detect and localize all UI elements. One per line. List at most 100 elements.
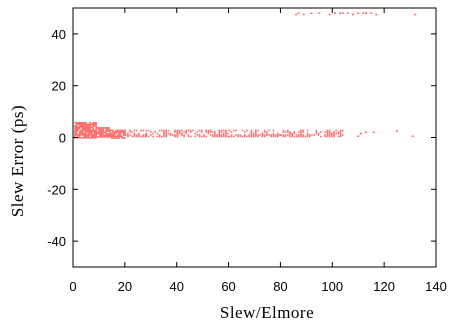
data-point	[133, 134, 136, 136]
data-point	[122, 132, 125, 135]
data-point	[95, 126, 97, 129]
data-point	[163, 132, 165, 135]
data-point	[87, 125, 90, 127]
data-point	[90, 126, 93, 129]
data-point	[74, 131, 76, 133]
data-point	[174, 135, 176, 138]
data-point	[147, 129, 150, 132]
data-point	[144, 134, 147, 136]
data-point	[295, 134, 298, 136]
plot-area-border	[72, 7, 437, 268]
data-point	[84, 126, 87, 129]
data-point	[89, 129, 91, 132]
data-point	[108, 127, 110, 129]
data-point	[106, 133, 109, 135]
data-point	[144, 135, 147, 138]
data-point	[222, 134, 225, 136]
data-point	[218, 135, 221, 138]
data-point	[333, 131, 335, 133]
data-point	[178, 129, 181, 132]
data-point	[293, 131, 296, 133]
data-point	[302, 131, 304, 133]
data-point	[222, 129, 225, 132]
data-point	[324, 135, 326, 138]
data-point	[86, 123, 88, 126]
data-point	[255, 132, 257, 135]
data-point	[324, 131, 326, 133]
data-point	[78, 123, 81, 126]
data-point	[90, 137, 93, 139]
data-point	[116, 137, 119, 139]
data-point	[214, 131, 216, 133]
data-point	[317, 134, 320, 136]
data-point	[328, 129, 331, 132]
data-point	[80, 132, 82, 135]
data-point	[326, 132, 329, 135]
data-point	[118, 132, 120, 135]
data-point	[89, 137, 91, 139]
data-point	[185, 131, 188, 133]
data-point	[263, 134, 266, 136]
data-point	[189, 135, 192, 138]
data-point	[110, 137, 113, 139]
data-point	[92, 134, 94, 136]
y-tick-label: 20	[52, 79, 66, 94]
data-point	[109, 129, 111, 132]
data-point	[118, 131, 120, 133]
data-point	[92, 131, 94, 133]
data-point	[287, 129, 289, 132]
data-point	[165, 134, 167, 136]
data-point	[237, 134, 239, 136]
data-point	[252, 135, 255, 138]
data-point	[352, 13, 354, 16]
data-point	[86, 135, 88, 138]
data-point	[196, 134, 199, 136]
data-point	[105, 133, 107, 135]
data-point	[74, 126, 76, 129]
data-point	[165, 129, 167, 132]
data-point	[97, 131, 100, 134]
data-point	[244, 134, 246, 136]
data-point	[95, 122, 97, 124]
data-point	[103, 134, 106, 137]
data-point	[133, 135, 136, 138]
data-point	[75, 123, 78, 126]
data-point	[225, 129, 227, 132]
data-point	[113, 131, 116, 133]
data-point	[339, 134, 342, 136]
data-point	[300, 131, 302, 133]
data-point	[81, 137, 84, 139]
data-point	[86, 129, 88, 132]
data-point	[297, 12, 300, 14]
data-point	[75, 131, 78, 133]
data-point	[80, 125, 82, 127]
data-point	[237, 135, 239, 138]
data-point	[185, 129, 188, 132]
x-tick-label: 0	[69, 279, 76, 294]
data-point	[289, 135, 291, 138]
data-point	[87, 132, 90, 135]
data-point	[165, 131, 167, 133]
data-point	[244, 135, 246, 138]
data-point	[86, 126, 88, 129]
data-point	[147, 135, 150, 138]
data-point	[214, 132, 216, 135]
data-point	[225, 134, 227, 136]
data-point	[121, 131, 123, 133]
data-point	[414, 13, 417, 16]
data-point	[218, 129, 221, 132]
data-point	[252, 134, 255, 136]
data-point	[207, 132, 210, 135]
data-point	[152, 135, 154, 138]
data-point	[274, 135, 277, 138]
data-point	[161, 135, 163, 138]
data-point	[80, 123, 82, 126]
data-point	[77, 126, 79, 129]
data-point	[81, 125, 84, 127]
data-point	[74, 125, 76, 127]
data-point	[83, 134, 85, 136]
data-point	[138, 132, 140, 135]
data-point	[165, 132, 167, 135]
data-point	[112, 137, 114, 139]
data-point	[75, 126, 78, 129]
